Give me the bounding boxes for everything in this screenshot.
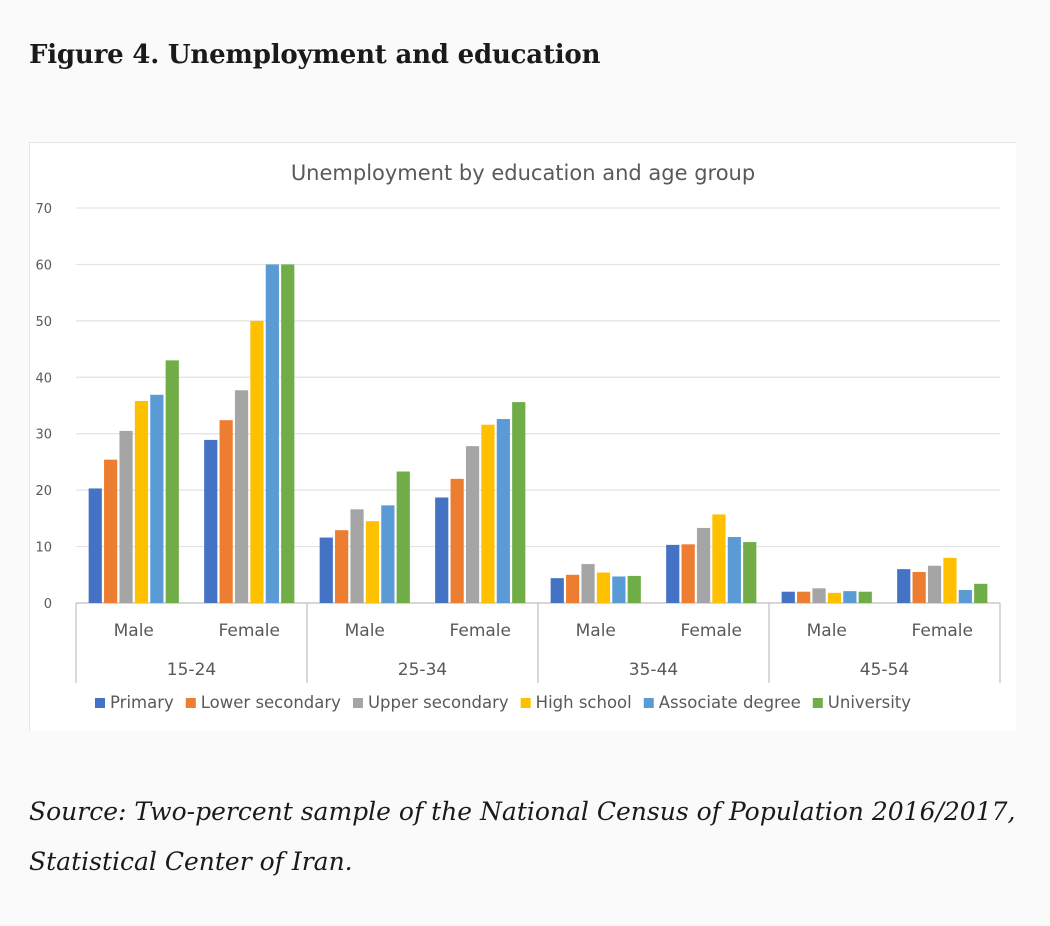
legend-label: University: [828, 693, 911, 712]
bar: [712, 514, 726, 603]
y-tick-label: 0: [44, 597, 52, 612]
x-subcategory-label: Female: [912, 621, 973, 641]
legend-swatch: [352, 698, 363, 708]
bar: [812, 588, 826, 603]
bar: [681, 544, 695, 603]
chart-title: Unemployment by education and age group: [291, 161, 755, 185]
bar: [627, 575, 641, 603]
bar: [550, 578, 564, 603]
legend-label: Upper secondary: [368, 693, 509, 712]
bar: [250, 320, 264, 603]
legend-swatch: [520, 698, 531, 708]
bar: [858, 591, 872, 603]
legend: Primary Lower secondary Upper secondary Hig…: [95, 693, 911, 712]
bar: [381, 505, 395, 603]
legend-swatch: [185, 698, 196, 708]
chart-svg: Unemployment by education and age group …: [35, 161, 1001, 712]
x-group-label: 45-54: [860, 660, 909, 680]
bar: [365, 521, 380, 603]
legend-label: Associate degree: [659, 693, 801, 712]
bar: [974, 583, 988, 603]
figure-heading: Figure 4. Unemployment and education: [29, 40, 601, 70]
bar: [150, 394, 164, 603]
bar: [743, 542, 757, 603]
bar: [897, 569, 911, 603]
bar: [596, 572, 611, 603]
legend-swatch: [812, 698, 823, 708]
bar: [927, 565, 942, 603]
bar: [350, 509, 364, 603]
bar: [827, 592, 842, 603]
y-tick-label: 20: [35, 484, 52, 499]
bar: [912, 571, 926, 603]
legend-label: Lower secondary: [201, 693, 341, 712]
bar: [281, 264, 295, 603]
bar: [204, 439, 218, 603]
bar: [265, 264, 279, 603]
bar: [666, 544, 680, 603]
bar: [781, 591, 795, 603]
bar: [481, 424, 495, 603]
bar: [119, 430, 133, 603]
gridlines: 0 10 20 30 40 50 60 70: [35, 202, 1000, 612]
bar: [496, 419, 510, 603]
source-note: Source: Two-percent sample of the Nation…: [29, 797, 1016, 876]
x-group-label: 15-24: [167, 660, 216, 680]
bar: [512, 402, 526, 603]
bar: [396, 471, 410, 603]
bar: [88, 488, 102, 603]
bar: [335, 530, 349, 603]
x-subcategory-label: Female: [681, 621, 742, 641]
x-subcategory-label: Female: [219, 621, 280, 641]
bar: [843, 591, 857, 603]
bar: [797, 591, 811, 603]
bar: [165, 360, 179, 603]
y-tick-label: 40: [35, 371, 52, 386]
bar: [134, 400, 149, 603]
y-tick-label: 10: [35, 541, 52, 556]
x-subcategory-label: Male: [807, 621, 847, 641]
bar: [104, 459, 118, 603]
x-subcategory-label: Male: [576, 621, 616, 641]
legend-swatch: [643, 698, 654, 708]
y-tick-label: 50: [35, 315, 52, 330]
x-subcategory-label: Female: [450, 621, 511, 641]
x-subcategory-label: Male: [114, 621, 154, 641]
x-group-label: 35-44: [629, 660, 678, 680]
bar: [450, 478, 464, 603]
bar: [612, 576, 626, 603]
bar: [435, 497, 449, 603]
bar: [234, 390, 249, 603]
bar: [219, 420, 233, 603]
legend-label: Primary: [110, 693, 174, 712]
y-tick-label: 60: [35, 258, 52, 273]
bar: [566, 574, 580, 603]
legend-swatch: [95, 698, 105, 708]
bar: [696, 527, 711, 603]
bar: [465, 446, 480, 603]
bar: [727, 536, 741, 603]
bar: [319, 537, 333, 603]
y-tick-label: 30: [35, 428, 52, 443]
legend-label: High school: [536, 693, 632, 712]
y-tick-label: 70: [35, 202, 52, 217]
x-group-label: 25-34: [398, 660, 447, 680]
bar: [958, 590, 972, 603]
bar: [943, 557, 957, 603]
category-axis: Male Female Male Female Male Female Male Female…: [75, 603, 1001, 683]
bar: [581, 564, 595, 603]
x-subcategory-label: Male: [345, 621, 385, 641]
chart-panel: Unemployment by education and age group …: [29, 142, 1016, 731]
bars: [88, 264, 988, 603]
